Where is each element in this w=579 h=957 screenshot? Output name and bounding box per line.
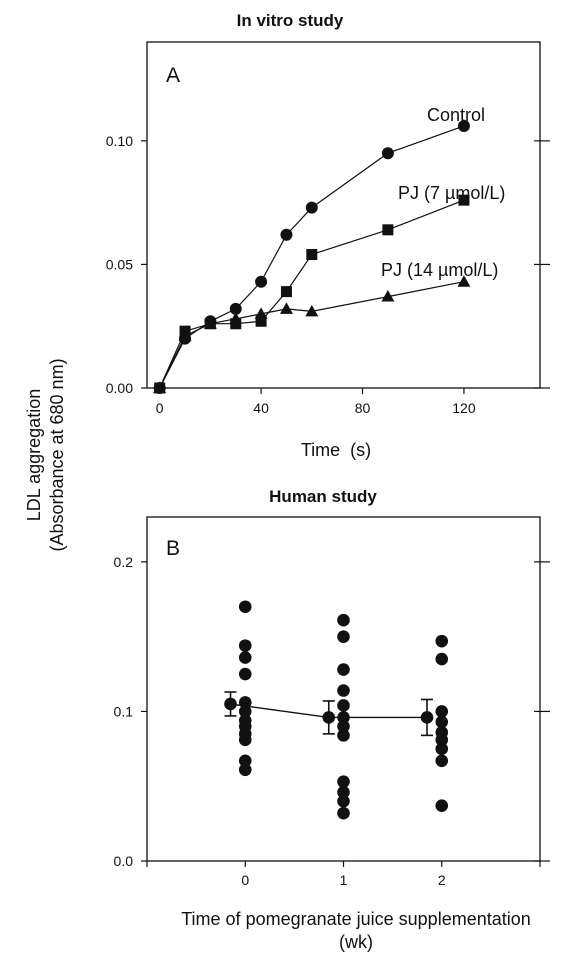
a-series-2-point-2 [203,317,217,329]
b-individual-point-1-2 [337,663,350,676]
b-individual-point-2-5 [435,733,449,747]
b-individual-point-0-2 [238,651,252,664]
a-series-1-point-6 [306,249,318,261]
a-series-1-point-8 [458,194,470,206]
label-pj-14: PJ (14 µmol/L) [381,260,498,280]
b-xtick-label-2: 2 [438,872,446,888]
a-series-line-1 [159,199,465,389]
panel-b-xlabel-line2: (wk) [339,932,373,952]
a-series-1-point-4 [255,315,267,327]
b-individual-point-2-0 [435,634,449,648]
b-xtick-label-1: 1 [340,872,348,888]
b-individual-point-1-6 [337,720,350,733]
a-series-0-point-8 [457,120,470,133]
b-individual-point-1-8 [337,775,350,789]
panel-b-title: Human study [269,487,377,506]
b-individual-point-0-0 [238,600,252,614]
a-series-0-point-4 [255,275,268,288]
a-series-0-point-5 [280,228,293,241]
a-series-2-point-0 [153,381,167,393]
b-ytick-label-1: 0.1 [114,703,134,719]
b-individual-point-1-4 [337,699,350,712]
shared-ylabel-line1: LDL aggregation [24,389,44,521]
a-series-2-point-8 [457,275,471,287]
a-ytick-label-2: 0.10 [106,133,133,149]
a-series-2-point-3 [229,312,243,324]
panel-b-individual-points [238,600,449,820]
a-xtick-label-2: 80 [355,400,371,416]
b-xtick-label-0: 0 [241,872,249,888]
b-individual-point-2-6 [435,742,449,756]
b-ytick-label-2: 0.2 [114,554,134,570]
b-individual-point-0-1 [238,639,252,652]
a-series-2-point-5 [279,302,293,314]
b-mean-point-2 [420,711,434,724]
b-individual-point-1-11 [337,806,350,820]
b-individual-point-1-7 [337,729,350,742]
panel-a-xlabel: Time (s) [301,440,371,460]
label-pj-7: PJ (7 µmol/L) [398,183,505,203]
b-individual-point-1-1 [337,630,350,643]
b-individual-point-2-3 [435,715,449,729]
panel-a-title: In vitro study [237,11,344,30]
a-series-2-point-7 [381,290,395,302]
b-individual-point-1-3 [337,684,350,697]
panel-b-letter: B [166,537,180,560]
label-control: Control [427,105,485,125]
panel-b-xlabel-line1: Time of pomegranate juice supplementatio… [181,909,531,929]
a-series-line-2 [159,281,465,389]
shared-ylabel-line2: (Absorbance at 680 nm) [47,358,67,551]
a-xtick-label-0: 0 [156,400,164,416]
a-xtick-label-3: 120 [452,400,476,416]
b-individual-point-0-11 [238,763,252,777]
b-individual-point-1-10 [337,794,350,808]
b-mean-point-0 [224,697,237,711]
panel-b-ticks: 0 1 2 0.0 0.1 0.2 [114,554,550,888]
b-individual-point-0-5 [238,705,252,718]
b-individual-point-2-1 [435,652,449,666]
a-ytick-label-1: 0.05 [106,256,133,272]
panel-a-frame [146,41,541,389]
b-individual-point-2-2 [435,705,449,718]
panel-a-ticks: 0 40 80 120 0.00 0.05 0.10 [106,133,550,416]
b-mean-point-1 [322,711,336,724]
b-individual-point-2-7 [435,754,449,768]
b-individual-point-1-0 [337,613,350,627]
a-ytick-label-0: 0.00 [106,380,133,396]
a-series-0-point-6 [305,201,318,214]
panel-a-letter: A [166,64,180,87]
b-individual-point-2-8 [435,799,449,812]
b-individual-point-0-10 [238,754,252,768]
a-series-1-point-7 [382,224,394,236]
panel-b-mean-series [224,691,434,737]
panel-a-markers [153,120,471,394]
a-series-0-point-7 [381,147,394,160]
b-individual-point-0-3 [238,667,252,681]
b-ytick-label-0: 0.0 [114,853,134,869]
a-xtick-label-1: 40 [253,400,269,416]
a-series-2-point-1 [178,329,192,342]
a-series-1-point-5 [280,286,292,298]
panel-b-chart: Human study B 0 1 2 0.0 0.1 0.2 Time of pomeg… [114,487,550,952]
b-individual-point-0-9 [238,733,252,747]
panel-a-chart: In vitro study A 0 40 80 120 0.00 0.05 0.10 Co… [106,11,550,460]
a-series-2-point-6 [305,304,319,317]
b-individual-point-1-9 [337,785,350,799]
a-series-0-point-3 [229,302,242,315]
a-series-2-point-4 [254,307,268,319]
